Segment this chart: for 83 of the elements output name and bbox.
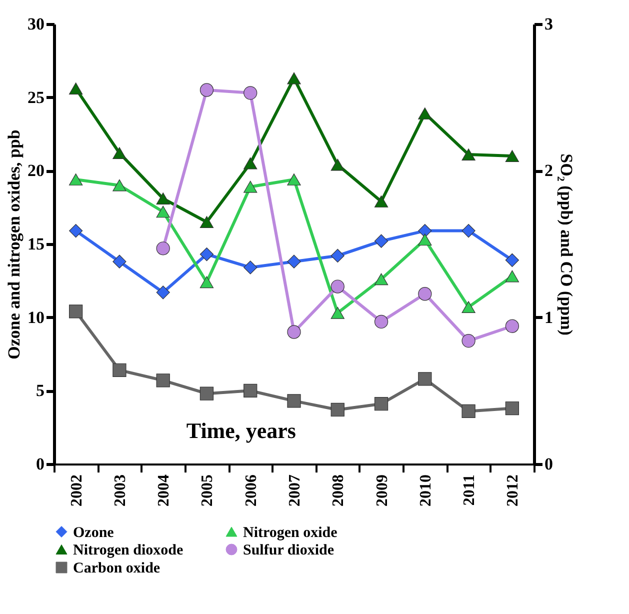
y-tick-label: 15	[28, 234, 44, 254]
point	[418, 108, 432, 120]
point	[244, 384, 258, 398]
point	[287, 72, 301, 84]
point	[287, 394, 301, 408]
point	[462, 404, 476, 418]
point	[112, 179, 126, 192]
x-tick-label: 2010	[417, 474, 434, 506]
y-axis-title: Ozone and nitrogen oxides, ppb	[4, 130, 24, 360]
legend-label: Nitrogen dioxode	[73, 542, 184, 558]
point	[418, 234, 432, 246]
legend-label: Ozone	[73, 524, 114, 541]
point	[462, 224, 476, 238]
x-tick-label: 2002	[68, 474, 86, 506]
legend-label: Carbon oxide	[73, 560, 160, 576]
point	[462, 334, 476, 348]
point	[200, 247, 214, 262]
point	[112, 363, 126, 377]
x-tick-label: 2011	[461, 474, 478, 506]
x-tick-label: 2007	[286, 474, 304, 506]
y2-tick-label: 0	[544, 454, 553, 474]
point	[418, 224, 432, 238]
point	[330, 280, 344, 294]
point	[374, 273, 388, 286]
point	[156, 206, 170, 218]
point	[374, 234, 388, 248]
y-tick-label: 10	[28, 308, 44, 327]
point	[69, 174, 83, 186]
y-tick-label: 20	[28, 161, 44, 180]
point	[244, 180, 258, 193]
point	[374, 314, 388, 329]
point	[156, 192, 170, 204]
point	[330, 158, 344, 171]
point	[69, 82, 83, 94]
x-tick-label: 2003	[112, 474, 129, 506]
legend-label: Sulfur dioxide	[243, 542, 334, 558]
point	[200, 83, 214, 97]
point	[200, 216, 214, 228]
point	[244, 157, 258, 170]
legend-label: Nitrogen oxide	[243, 524, 338, 541]
point	[374, 397, 388, 411]
point	[418, 287, 432, 301]
x-tick-label: 2012	[504, 474, 522, 506]
point	[330, 306, 344, 319]
x-tick-label: 2004	[156, 474, 173, 506]
point	[330, 402, 344, 417]
point	[112, 254, 126, 268]
point	[505, 150, 519, 162]
point	[287, 325, 301, 339]
y2-tick-label: 3	[544, 14, 553, 34]
point	[287, 174, 301, 186]
point	[244, 86, 258, 100]
point	[505, 253, 519, 267]
x-tick-label: 2006	[242, 474, 260, 506]
point	[200, 386, 214, 400]
x-axis-title: Time, years	[186, 418, 296, 443]
y-tick-label: 0	[36, 454, 44, 474]
point	[244, 260, 258, 274]
point	[156, 374, 170, 388]
point	[418, 372, 432, 386]
y-tick-label: 30	[28, 14, 44, 34]
point	[156, 242, 170, 256]
point	[330, 248, 344, 263]
x-tick-label: 2005	[199, 474, 216, 506]
point	[505, 401, 519, 416]
point	[69, 304, 83, 318]
point	[374, 196, 388, 208]
y2-tick-label: 2	[544, 161, 553, 180]
point	[505, 319, 519, 333]
point	[69, 224, 83, 238]
point	[200, 276, 214, 288]
point	[156, 286, 170, 300]
point	[505, 270, 519, 282]
point	[287, 254, 301, 268]
point	[462, 148, 476, 160]
x-tick-label: 2008	[330, 474, 348, 506]
y2-axis-title: SO₂ (ppb) and CO (ppm)	[557, 154, 576, 336]
x-tick-label: 2009	[374, 474, 391, 506]
point	[462, 301, 476, 314]
y-tick-label: 25	[28, 88, 44, 107]
y-tick-label: 5	[36, 381, 44, 400]
point	[112, 147, 126, 160]
y2-tick-label: 1	[544, 308, 553, 327]
